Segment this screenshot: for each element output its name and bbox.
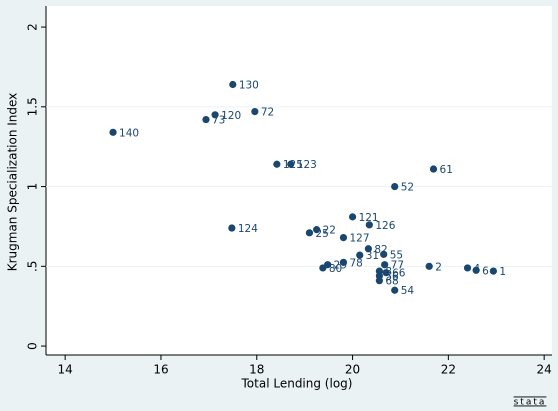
x-tick-label: 16 (153, 363, 168, 377)
point-label: 80 (329, 263, 342, 275)
point-label: 31 (366, 250, 379, 262)
point-label: 1 (499, 266, 506, 278)
x-axis-label: Total Lending (log) (241, 377, 353, 391)
x-tick-label: 22 (441, 363, 456, 377)
y-tick-label: 2 (26, 23, 40, 31)
point (202, 115, 210, 124)
point (375, 277, 383, 285)
point (381, 261, 389, 269)
point-label: 61 (440, 164, 453, 176)
point-label: 73 (212, 115, 225, 127)
point (313, 226, 321, 234)
plot-area (46, 6, 552, 355)
x-tick-label: 24 (537, 363, 552, 377)
point-label: 127 (349, 233, 369, 245)
point-label: 120 (221, 110, 241, 122)
point (229, 80, 237, 89)
point (339, 234, 348, 242)
y-tick-label: 1 (26, 183, 40, 191)
point-label: 121 (359, 212, 379, 224)
point (463, 264, 472, 272)
point (489, 267, 497, 275)
point-label: 77 (391, 260, 404, 272)
point (391, 182, 399, 191)
x-tick-label: 18 (249, 363, 264, 377)
x-tick-label: 14 (58, 363, 73, 377)
point-label: 68 (385, 276, 398, 288)
point (380, 250, 388, 258)
point (472, 266, 480, 274)
point-label: 2 (435, 261, 442, 273)
point-label: 25 (315, 228, 328, 240)
point-label: 54 (401, 285, 415, 297)
x-tick-label: 20 (345, 363, 360, 377)
point-label: 22 (323, 225, 336, 237)
point (356, 251, 364, 259)
y-axis-label: Krugman Specialization Index (6, 93, 20, 272)
y-tick-label: 0 (26, 342, 40, 350)
y-tick-label: 1.5 (26, 97, 40, 116)
point (348, 213, 357, 221)
point-label: 66 (392, 268, 406, 280)
point (429, 165, 438, 173)
point (382, 269, 390, 277)
point-label: 72 (261, 107, 274, 119)
point (287, 160, 295, 168)
point-label: 124 (238, 223, 258, 235)
point (211, 111, 219, 119)
point (339, 258, 348, 266)
point-label: 123 (297, 159, 317, 171)
point (425, 262, 433, 270)
point (251, 108, 259, 116)
point-label: 52 (401, 182, 414, 194)
point (305, 229, 314, 237)
point-label: 6 (482, 265, 489, 277)
point-label: 29 (334, 260, 347, 272)
point-label: 56 (385, 271, 399, 283)
point (228, 224, 236, 232)
point-label: 126 (375, 220, 395, 232)
point-label: 140 (119, 127, 139, 139)
point-label: 55 (390, 249, 403, 261)
point (273, 160, 281, 168)
point (364, 245, 372, 253)
point-label: 130 (239, 79, 259, 91)
point (109, 128, 117, 136)
point (391, 286, 399, 294)
point-label: 78 (349, 257, 362, 269)
y-tick-label: .5 (26, 261, 40, 272)
point (365, 221, 373, 229)
point (324, 261, 332, 269)
brand-logo: stata (514, 398, 547, 408)
